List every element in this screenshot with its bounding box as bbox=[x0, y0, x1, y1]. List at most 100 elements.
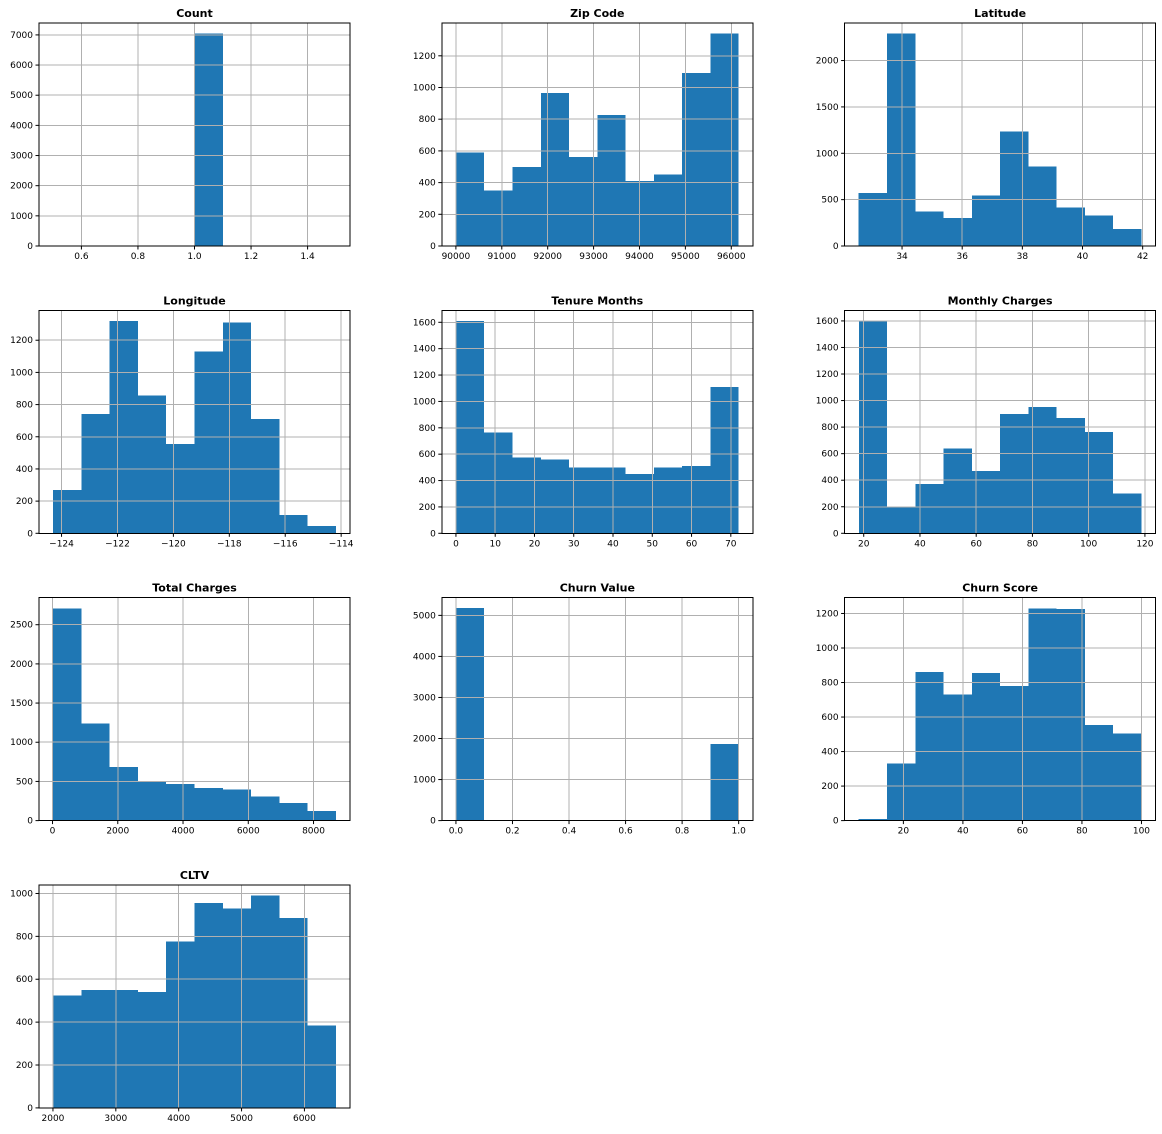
x-tick-label: 0.8 bbox=[131, 252, 146, 262]
y-tick-label: 0 bbox=[430, 529, 436, 539]
bar bbox=[512, 457, 541, 534]
bar bbox=[109, 320, 138, 534]
y-tick-label: 200 bbox=[821, 782, 838, 792]
histogram-tenure-months: 0 10 20 30 40 50 60 70 0 200 400 600 800 1000 1200 1400… bbox=[413, 294, 754, 549]
bar bbox=[81, 414, 110, 534]
tick-labels: 0.0 0.2 0.4 0.6 0.8 1.0 0 1000 2000 3000 4000 5000 bbox=[413, 611, 746, 836]
x-tick-label: 1.4 bbox=[300, 252, 315, 262]
bar bbox=[279, 802, 308, 821]
x-tick-label: 96000 bbox=[717, 252, 746, 262]
tick-labels: 90000 91000 92000 93000 94000 95000 96000 0 200 4… bbox=[413, 52, 746, 262]
y-tick-label: 5000 bbox=[10, 91, 33, 101]
bar bbox=[943, 218, 972, 246]
subplot-title: Churn Score bbox=[962, 582, 1038, 595]
y-tick-label: 400 bbox=[419, 477, 436, 487]
y-tick-label: 400 bbox=[419, 179, 436, 189]
bar bbox=[1056, 417, 1085, 534]
plot-area bbox=[441, 597, 753, 821]
x-tick-label: 42 bbox=[1137, 252, 1148, 262]
tick-marks bbox=[841, 60, 1144, 250]
x-tick-label: 0.6 bbox=[618, 827, 633, 837]
y-tick-label: 1500 bbox=[816, 103, 839, 113]
y-tick-label: 1400 bbox=[413, 345, 436, 355]
y-tick-label: 1000 bbox=[413, 84, 436, 94]
bars bbox=[455, 320, 739, 534]
grid-lines bbox=[441, 597, 753, 822]
bar bbox=[1113, 733, 1142, 821]
bar bbox=[943, 448, 972, 534]
bars bbox=[53, 320, 336, 534]
bars bbox=[455, 608, 739, 821]
x-tick-label: −120 bbox=[161, 539, 186, 549]
bars bbox=[53, 895, 336, 1108]
bars bbox=[858, 608, 1142, 821]
plot-border bbox=[38, 597, 351, 822]
y-tick-label: 800 bbox=[821, 423, 838, 433]
y-tick-label: 1000 bbox=[816, 397, 839, 407]
y-tick-label: 2000 bbox=[413, 735, 436, 745]
x-tick-label: 40 bbox=[1077, 252, 1089, 262]
x-tick-label: 60 bbox=[686, 539, 698, 549]
plot-border bbox=[38, 309, 351, 534]
bar bbox=[858, 193, 888, 246]
bar bbox=[597, 115, 626, 246]
tick-labels: 0.6 0.8 1.0 1.2 1.4 0 1000 2000 3000 4000 5000 6000… bbox=[10, 31, 315, 262]
y-tick-label: 400 bbox=[821, 748, 838, 758]
x-tick-label: 80 bbox=[1027, 539, 1039, 549]
bar bbox=[53, 608, 82, 821]
bar bbox=[53, 995, 82, 1108]
tick-marks bbox=[438, 55, 732, 250]
y-tick-label: 3000 bbox=[413, 693, 436, 703]
grid-lines bbox=[441, 23, 753, 247]
x-tick-label: 40 bbox=[607, 539, 619, 549]
tick-marks bbox=[35, 892, 305, 1112]
bar bbox=[1084, 724, 1114, 821]
plot-border bbox=[844, 597, 1157, 822]
bar bbox=[194, 33, 223, 246]
bar bbox=[455, 608, 485, 821]
plot-border bbox=[441, 597, 754, 822]
bar bbox=[540, 459, 570, 534]
bar bbox=[166, 444, 195, 534]
y-tick-label: 4000 bbox=[413, 652, 436, 662]
histogram-cltv: 2000 3000 4000 5000 6000 0 200 400 600 800 1000 CLT… bbox=[10, 869, 351, 1124]
x-tick-label: 92000 bbox=[533, 252, 562, 262]
x-tick-label: 50 bbox=[647, 539, 659, 549]
x-tick-label: 0.8 bbox=[675, 827, 690, 837]
x-tick-label: 2000 bbox=[42, 1114, 65, 1124]
bar bbox=[1000, 413, 1029, 534]
y-tick-label: 400 bbox=[16, 1018, 33, 1028]
y-tick-label: 1000 bbox=[816, 644, 839, 654]
x-tick-label: 60 bbox=[970, 539, 982, 549]
histogram-zip-code: 90000 91000 92000 93000 94000 95000 96000 0 200 4… bbox=[413, 7, 754, 262]
x-tick-label: 120 bbox=[1136, 539, 1153, 549]
y-tick-label: 0 bbox=[430, 242, 436, 252]
x-tick-label: 4000 bbox=[167, 1114, 190, 1124]
y-tick-label: 0 bbox=[833, 817, 839, 827]
y-tick-label: 400 bbox=[16, 465, 33, 475]
y-tick-label: 500 bbox=[821, 196, 838, 206]
bar bbox=[540, 93, 570, 246]
bar bbox=[279, 918, 308, 1108]
x-tick-label: 6000 bbox=[237, 827, 260, 837]
grid-lines bbox=[844, 597, 1156, 822]
x-tick-label: 93000 bbox=[579, 252, 608, 262]
y-tick-label: 0 bbox=[27, 242, 33, 252]
bar bbox=[137, 992, 167, 1108]
bar bbox=[1028, 166, 1057, 246]
x-tick-label: 0.6 bbox=[74, 252, 89, 262]
x-tick-label: 20 bbox=[529, 539, 541, 549]
bar bbox=[710, 386, 739, 534]
y-tick-label: 800 bbox=[16, 401, 33, 411]
histogram-monthly-charges: 20 40 60 80 100 12002004006008001000120014001… bbox=[816, 294, 1157, 549]
bar bbox=[597, 467, 626, 534]
histogram-latitude: 34 36 38 40 42 0 500 1000 1500 2000 Latitude bbox=[816, 7, 1157, 262]
y-tick-label: 600 bbox=[16, 433, 33, 443]
y-tick-label: 600 bbox=[821, 450, 838, 460]
y-tick-label: 1500 bbox=[10, 699, 33, 709]
subplot-title: Count bbox=[176, 7, 213, 20]
x-tick-label: 0.0 bbox=[449, 827, 464, 837]
bar bbox=[109, 766, 138, 821]
bar bbox=[653, 174, 683, 246]
